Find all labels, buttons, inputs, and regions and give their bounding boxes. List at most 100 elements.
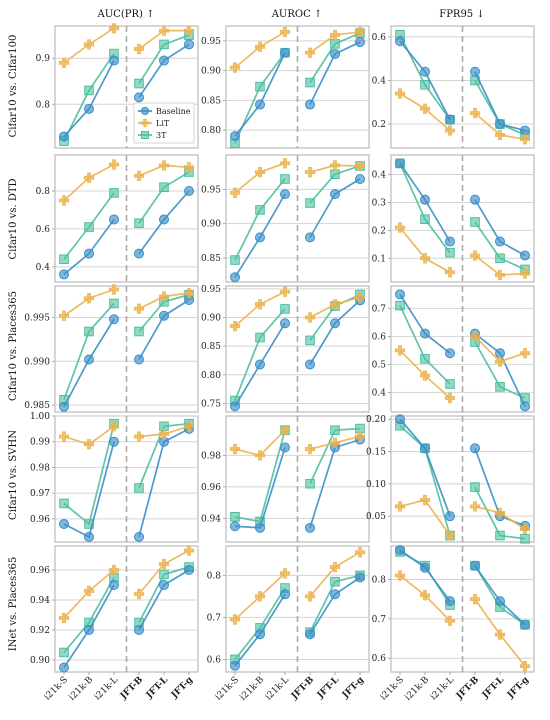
xtick-label-c2-2: i21k-L (429, 675, 456, 702)
panel-r2-c0: 0.985 0.990 0.995 (24, 284, 199, 413)
point-lit-r0-c1-5 (354, 26, 366, 38)
point-lit-r1-c2-4 (494, 269, 506, 281)
ytick-label-r2-c2-0: 0.4 (372, 388, 387, 398)
xtick-label-c2-1: i21k-B (403, 675, 431, 703)
point-lit-r1-c2-5 (519, 268, 531, 279)
point-lit-r2-c1-3 (304, 312, 316, 323)
ytick-label-r2-c1-3: 0.90 (201, 314, 221, 324)
point-lit-r3-c2-4 (494, 507, 506, 519)
point-lit-r3-c0-2 (108, 421, 120, 432)
point-baseline-r0-c1-4 (330, 48, 340, 59)
point-3t-r1-c1-4 (330, 169, 340, 180)
point-baseline-r2-c2-0 (395, 289, 405, 300)
point-lit-r4-c0-5 (183, 545, 195, 556)
ytick-label-r4-c0-2: 0.94 (30, 596, 50, 606)
panel-r2-c1: 0.75 0.80 0.85 0.90 0.95 (201, 285, 370, 413)
point-lit-r0-c0-0 (58, 57, 70, 68)
series-lit-r2-c0 (58, 284, 195, 321)
point-3t-r0-c1-1 (255, 81, 265, 92)
legend: Baseline LiT 3T (133, 102, 195, 144)
legend-label-baseline: Baseline (156, 107, 191, 116)
point-3t-r1-c0-0 (59, 254, 69, 265)
point-baseline-r1-c1-2 (280, 189, 290, 200)
legend-item-3t: 3T (138, 131, 167, 140)
point-baseline-r4-c1-1 (255, 629, 265, 640)
panel-r0-c2: 0.2 0.4 0.6 (372, 25, 535, 149)
ytick-label-r1-c1-0: 0.85 (201, 254, 221, 264)
point-baseline-r1-c2-0 (395, 158, 405, 169)
point-lit-r0-c2-5 (519, 134, 531, 145)
point-lit-r1-c0-4 (158, 160, 170, 171)
column-title-auroc: AUROC ↑ (271, 9, 323, 20)
point-lit-r1-c0-2 (108, 159, 120, 170)
point-lit-r4-c2-2 (444, 615, 456, 626)
point-lit-r1-c1-2 (279, 158, 291, 169)
point-lit-r1-c2-2 (444, 267, 456, 278)
point-baseline-r3-c2-2 (445, 511, 455, 522)
ytick-label-r2-c1-0: 0.75 (201, 399, 221, 409)
ytick-label-r4-c0-1: 0.92 (30, 626, 50, 636)
point-lit-r2-c0-4 (158, 291, 170, 302)
series-lit-r0-c0 (58, 23, 195, 68)
panel-r1-c2: 0.1 0.2 0.3 0.4 (372, 154, 535, 283)
ytick-label-r2-c2-2: 0.6 (372, 332, 387, 342)
point-3t-r3-c1-3 (305, 478, 315, 489)
series-lit-r2-c2 (394, 331, 531, 404)
point-lit-r0-c2-2 (444, 125, 456, 136)
point-baseline-r1-c1-1 (255, 232, 265, 243)
point-baseline-r4-c1-5 (355, 572, 365, 583)
xtick-label-c0-1: i21k-B (67, 675, 95, 703)
row-label-cifar100: Cifar10 vs. Cifar100 (8, 35, 19, 138)
point-lit-r0-c0-1 (83, 39, 95, 50)
series-lit-r1-c2 (394, 222, 531, 281)
point-lit-r3-c2-2 (444, 530, 456, 541)
ytick-label-r0-c0-0: 0.8 (36, 100, 51, 110)
point-lit-r4-c0-2 (108, 564, 120, 576)
point-lit-r1-c0-1 (83, 172, 95, 183)
point-baseline-r3-c2-3 (470, 443, 480, 454)
point-baseline-r4-c1-3 (305, 629, 315, 640)
ytick-label-r3-c0-2: 0.98 (30, 463, 50, 473)
point-3t-r0-c1-4 (330, 39, 340, 49)
point-lit-r3-c1-3 (304, 443, 316, 455)
point-baseline-r1-c0-2 (109, 214, 119, 225)
point-baseline-r0-c1-5 (355, 37, 365, 48)
series-lit-r0-c2 (394, 88, 531, 145)
point-3t-r1-c2-4 (495, 253, 505, 264)
point-3t-r2-c2-1 (420, 354, 430, 364)
xtick-label-c0-3: JFT-B (118, 675, 145, 702)
ytick-label-r3-c1-1: 0.96 (201, 483, 221, 493)
ytick-label-r1-c2-0: 0.1 (372, 254, 386, 264)
point-baseline-r1-c1-5 (355, 174, 365, 185)
point-baseline-r2-c0-0 (59, 401, 69, 412)
point-lit-r0-c1-2 (279, 26, 291, 38)
point-baseline-r3-c1-1 (255, 522, 265, 533)
xtick-label-c1-0: i21k-S (214, 675, 241, 702)
point-3t-r1-c2-1 (420, 214, 430, 224)
point-lit-r4-c2-5 (519, 660, 531, 672)
ytick-label-r2-c1-2: 0.85 (201, 342, 221, 352)
ytick-label-r1-c2-1: 0.2 (372, 226, 386, 236)
column-titles: AUC(PR) ↑ AUROC ↑ FPR95 ↓ (97, 9, 485, 20)
point-lit-r4-c2-0 (394, 570, 406, 581)
point-lit-r0-c1-0 (229, 62, 241, 73)
series-lit-r3-c0 (58, 421, 195, 450)
point-baseline-r0-c2-2 (445, 114, 455, 125)
point-baseline-r1-c2-3 (470, 194, 480, 205)
xtick-label-c2-0: i21k-S (379, 675, 406, 702)
ytick-label-r1-c0-1: 0.6 (36, 225, 51, 235)
point-lit-r3-c1-2 (279, 425, 291, 436)
point-baseline-r2-c0-1 (84, 354, 94, 365)
ytick-label-r2-c1-1: 0.80 (201, 371, 221, 381)
point-lit-r0-c2-4 (494, 129, 506, 141)
point-baseline-r0-c0-0 (59, 131, 69, 142)
ytick-label-r0-c1-1: 0.85 (201, 96, 221, 106)
point-3t-r1-c0-4 (159, 182, 169, 193)
point-3t-r1-c2-2 (445, 247, 455, 258)
ytick-label-r3-c0-0: 0.96 (30, 515, 50, 525)
point-lit-r3-c0-0 (58, 431, 70, 442)
series-lit-r4-c1 (229, 547, 366, 625)
point-3t-r0-c1-3 (305, 77, 315, 88)
point-3t-r1-c1-3 (305, 198, 315, 208)
point-baseline-r1-c1-0 (230, 272, 240, 283)
